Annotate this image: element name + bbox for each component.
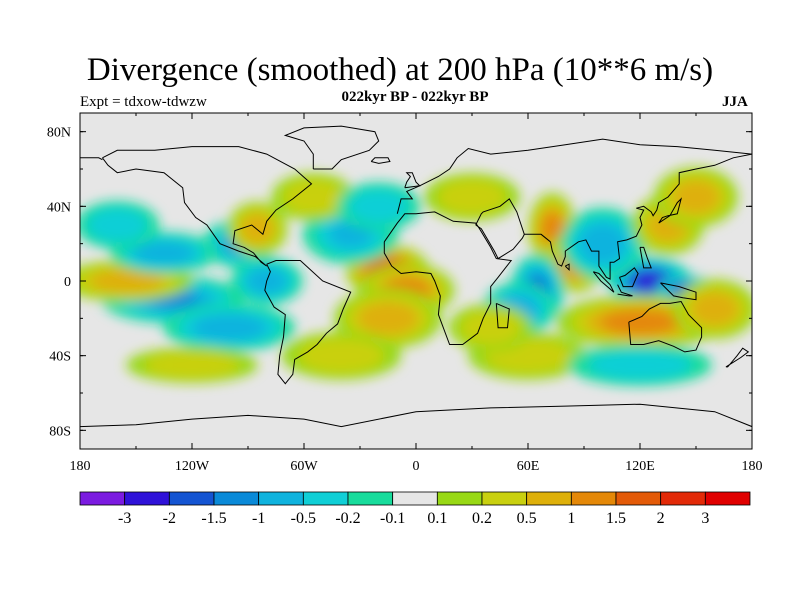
colorbar-label: 2 bbox=[657, 510, 665, 527]
divergence-blob-29-2 bbox=[360, 195, 398, 217]
divergence-blob-22-2 bbox=[294, 186, 332, 208]
y-tick-label: 80S bbox=[49, 424, 71, 439]
divergence-blob-7-6 bbox=[640, 275, 659, 287]
coastline-3 bbox=[383, 211, 513, 345]
coastline-7 bbox=[592, 271, 615, 293]
divergence-blob-28-2 bbox=[98, 214, 136, 236]
coastline-11 bbox=[658, 197, 683, 224]
colorbar-label: -0.2 bbox=[335, 510, 360, 527]
y-tick-label: 80N bbox=[47, 126, 71, 141]
colorbar-swatch-14 bbox=[704, 491, 751, 506]
colorbar-swatch-9 bbox=[481, 491, 528, 506]
colorbar-swatch-4 bbox=[258, 491, 304, 506]
x-tick-label: 180 bbox=[742, 459, 763, 474]
divergence-blob-3-4 bbox=[545, 218, 560, 239]
coastline-9 bbox=[619, 267, 639, 288]
coastline-6 bbox=[628, 300, 703, 353]
divergence-blob-27-2 bbox=[450, 186, 494, 208]
colorbar-swatch-0 bbox=[79, 491, 126, 506]
coastline-20 bbox=[639, 246, 652, 269]
x-tick-label: 60E bbox=[517, 459, 540, 474]
coastline-14 bbox=[404, 172, 421, 189]
divergence-blob-18-3 bbox=[206, 319, 253, 336]
coastline-17 bbox=[80, 403, 752, 428]
coastline-13 bbox=[370, 157, 391, 164]
coastlines bbox=[80, 125, 752, 428]
colorbar-label: -1.5 bbox=[201, 510, 226, 527]
divergence-blob-13-3 bbox=[681, 186, 711, 208]
divergence-blob-24-2 bbox=[501, 345, 555, 367]
colorbar-label: -0.5 bbox=[291, 510, 316, 527]
plot-subtitle: 022kyr BP - 022kyr BP bbox=[341, 89, 489, 105]
colorbar-swatch-10 bbox=[526, 491, 572, 506]
colorbar-swatch-6 bbox=[347, 491, 394, 506]
y-tick-label: 40N bbox=[47, 200, 71, 215]
coastline-15 bbox=[495, 302, 510, 329]
axis-ticks: 180 120W 60W 0 60E 120E 180 80N 40N 0 40S 80S bbox=[47, 113, 763, 474]
experiment-label: Expt = tdxow-tdwzw bbox=[80, 94, 207, 110]
colorbar-swatch-13 bbox=[660, 491, 706, 506]
colorbar-label: 1.5 bbox=[606, 510, 626, 527]
coastline-5 bbox=[524, 153, 752, 280]
colorbar-label: 0.5 bbox=[517, 510, 537, 527]
coastline-1 bbox=[264, 260, 352, 385]
y-tick-label: 0 bbox=[64, 275, 71, 290]
y-tick-label: 40S bbox=[49, 350, 71, 365]
season-label: JJA bbox=[722, 94, 748, 110]
coastline-16 bbox=[725, 347, 750, 368]
colorbar-swatch-12 bbox=[615, 491, 662, 506]
colorbar-label: 0.1 bbox=[427, 510, 447, 527]
colorbar-label: -0.1 bbox=[380, 510, 405, 527]
x-tick-label: 120E bbox=[625, 459, 655, 474]
x-tick-label: 60W bbox=[290, 459, 318, 474]
colorbar-swatch-1 bbox=[124, 491, 170, 506]
colorbar-label: -3 bbox=[118, 510, 131, 527]
coastline-10 bbox=[660, 282, 697, 301]
coastline-0 bbox=[101, 146, 313, 267]
colorbar-swatch-5 bbox=[302, 491, 349, 506]
divergence-blob-11-3 bbox=[700, 298, 730, 320]
coastline-12 bbox=[283, 125, 380, 170]
colorbar: -3 -2 -1.5 -1 -0.5 -0.2 -0.1 0.1 0.2 0.5 1 1.5 2 3 bbox=[79, 491, 751, 527]
colorbar-swatch-11 bbox=[570, 491, 617, 506]
coastline-19 bbox=[564, 263, 570, 271]
coastline-8 bbox=[617, 284, 633, 297]
x-tick-label: 120W bbox=[175, 459, 210, 474]
coastline-2 bbox=[396, 138, 752, 214]
colorbar-swatch-8 bbox=[436, 491, 483, 506]
divergence-blob-20-3 bbox=[145, 245, 183, 261]
divergence-blob-2-3 bbox=[369, 307, 407, 329]
colorbar-label: -2 bbox=[163, 510, 176, 527]
coastline-18 bbox=[80, 157, 103, 161]
x-tick-label: 180 bbox=[70, 459, 91, 474]
plot-title: Divergence (smoothed) at 200 hPa (10**6 … bbox=[86, 52, 714, 88]
divergence-blob-26-2 bbox=[162, 357, 222, 373]
colorbar-swatch-7 bbox=[392, 491, 438, 506]
colorbar-swatch-2 bbox=[168, 491, 215, 506]
x-tick-label: 0 bbox=[413, 459, 420, 474]
divergence-blob-23-2 bbox=[314, 345, 368, 367]
divergence-blob-9-3 bbox=[588, 231, 618, 257]
colorbar-swatch-3 bbox=[213, 491, 260, 506]
divergence-blob-25-2 bbox=[608, 355, 672, 375]
colorbar-label: 1 bbox=[567, 510, 575, 527]
colorbar-label: -1 bbox=[252, 510, 265, 527]
divergence-blob-19-3 bbox=[103, 273, 150, 289]
colorbar-label: 3 bbox=[701, 510, 709, 527]
divergence-blob-10-4 bbox=[616, 314, 664, 330]
colorbar-label: 0.2 bbox=[472, 510, 492, 527]
